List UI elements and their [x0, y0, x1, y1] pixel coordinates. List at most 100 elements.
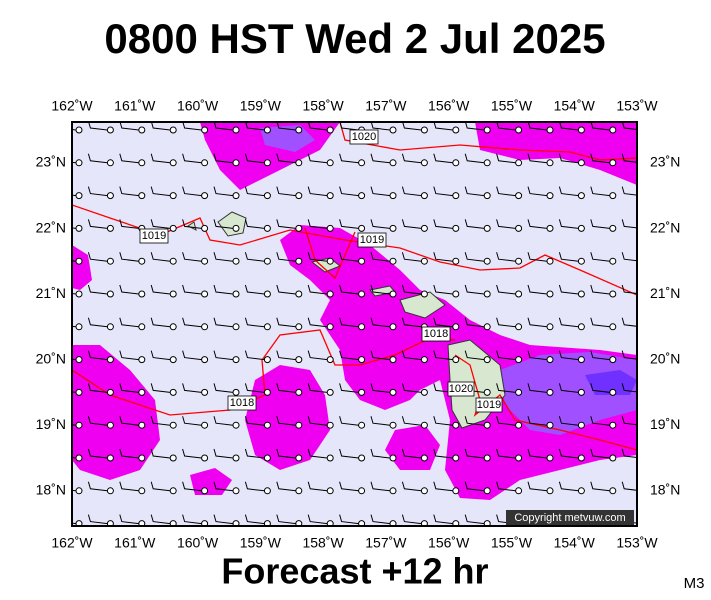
barb-station	[106, 126, 114, 134]
lon-label-bottom: 157˚W	[365, 535, 407, 551]
barb-station	[201, 126, 209, 134]
barb-station	[609, 257, 617, 265]
isobar-label: 1019	[360, 234, 384, 246]
barb-station	[263, 192, 271, 200]
barb	[621, 416, 637, 426]
barb-station	[232, 356, 240, 364]
barb-station	[295, 224, 303, 232]
barb	[464, 284, 485, 295]
barb-station	[138, 192, 146, 200]
barb	[496, 416, 516, 426]
barb	[87, 219, 108, 229]
barb-station	[358, 487, 366, 495]
isobar-label: 1020	[449, 383, 473, 395]
barb-station	[201, 388, 209, 396]
barb-station	[138, 421, 146, 429]
barb	[433, 448, 453, 459]
barb-station	[106, 356, 114, 364]
barb	[433, 153, 453, 164]
barb	[370, 284, 391, 295]
barb-station	[75, 487, 83, 495]
barb	[182, 122, 202, 131]
barb-station	[641, 258, 647, 264]
barb	[87, 186, 108, 197]
barb-station	[452, 159, 460, 167]
barb-station	[326, 323, 334, 331]
barb	[339, 122, 359, 131]
barb-station	[169, 323, 177, 331]
barb-station	[358, 192, 366, 200]
barb-station	[75, 159, 83, 167]
barb-station	[483, 159, 491, 167]
barb	[433, 350, 453, 361]
barb-station	[169, 356, 177, 364]
barb	[402, 122, 422, 131]
barb	[213, 186, 234, 197]
barb	[182, 219, 202, 229]
barb-station	[483, 356, 491, 364]
lon-label-bottom: 155˚W	[491, 535, 533, 551]
barb-station	[452, 192, 460, 200]
barb	[401, 416, 422, 426]
barb-station	[452, 257, 460, 265]
barb-station	[546, 290, 554, 298]
barb-station	[201, 290, 209, 298]
barb	[370, 514, 391, 525]
barb	[119, 122, 139, 131]
barb	[401, 481, 422, 492]
barb-station	[452, 454, 460, 462]
barb	[621, 481, 637, 491]
barb-station	[515, 159, 523, 167]
barb-station	[577, 356, 585, 364]
barb	[87, 350, 108, 361]
barb	[401, 284, 422, 295]
barb-station	[420, 192, 428, 200]
barb	[119, 416, 139, 426]
barb-station	[295, 126, 303, 134]
barb	[339, 252, 359, 262]
barb-station	[75, 356, 83, 364]
barb-station	[295, 323, 303, 331]
barb	[339, 448, 359, 459]
barb	[590, 153, 610, 164]
barb	[244, 350, 265, 361]
barb-station	[326, 487, 334, 495]
barb-station	[106, 323, 114, 331]
barb	[276, 481, 296, 492]
barb-station	[420, 257, 428, 265]
barb	[433, 284, 453, 295]
barb	[558, 186, 579, 197]
barb-station	[201, 257, 209, 265]
barb	[182, 416, 202, 426]
lon-label-top: 157˚W	[365, 98, 407, 114]
barb	[87, 252, 108, 262]
lat-label-right: 23˚N	[650, 154, 680, 170]
barb-station	[358, 356, 366, 364]
barb	[213, 317, 234, 328]
barb-station	[483, 421, 491, 429]
barb-station	[138, 454, 146, 462]
barb	[182, 252, 202, 262]
barb	[433, 122, 453, 131]
barb-station	[358, 323, 366, 331]
barb-station	[420, 290, 428, 298]
barb	[244, 153, 265, 164]
barb	[276, 350, 296, 361]
barb-station	[169, 290, 177, 298]
barb-station	[358, 388, 366, 396]
barb-station	[232, 290, 240, 298]
barb	[119, 252, 139, 262]
barb-station	[483, 224, 491, 232]
barb-station	[641, 127, 647, 133]
barb	[150, 350, 171, 361]
barb-station	[75, 290, 83, 298]
isobar-label-boxes	[139, 129, 503, 413]
barb	[401, 153, 422, 164]
barb	[213, 284, 234, 295]
map-frame	[71, 121, 638, 527]
barb-station	[420, 454, 428, 462]
barb-station	[106, 454, 114, 462]
barb-station	[106, 421, 114, 429]
copyright-box	[506, 510, 634, 525]
barb	[464, 416, 485, 426]
